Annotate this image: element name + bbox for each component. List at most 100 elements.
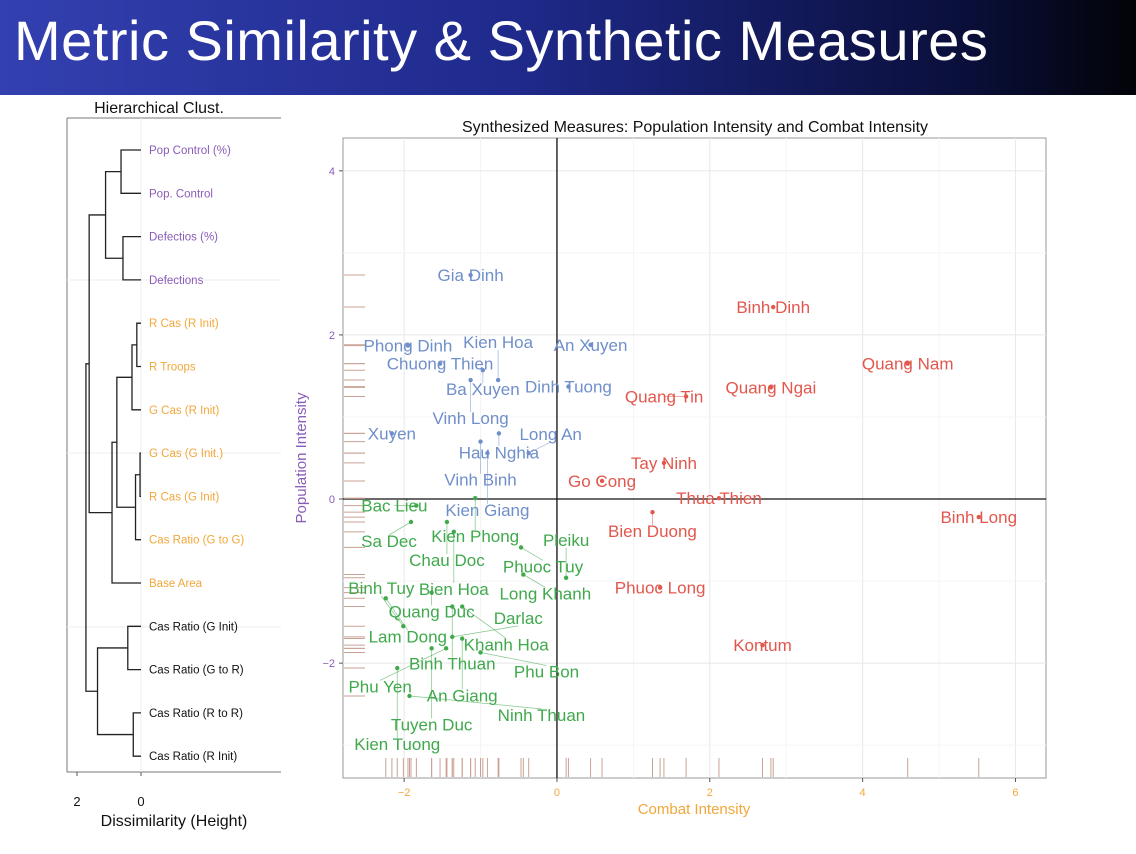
point-label: Phu Yen xyxy=(348,677,411,696)
point-marker xyxy=(661,460,667,466)
dendrogram-leaf-label: Defectios (%) xyxy=(149,232,218,244)
x-tick-label: 6 xyxy=(1012,787,1018,799)
point-label: Khanh Hoa xyxy=(464,636,550,655)
point-label: An Giang xyxy=(427,687,498,706)
point-label: Quang Duc xyxy=(389,603,475,622)
point-label: Chuong Thien xyxy=(387,355,494,374)
dendrogram-leaf-label: Pop Control (%) xyxy=(149,145,231,157)
dendrogram-branch xyxy=(116,376,136,508)
x-tick-label: 0 xyxy=(554,787,560,799)
point-label: Binh Dinh xyxy=(736,298,810,317)
point-label: Quang Nam xyxy=(862,355,954,374)
label-leader-line xyxy=(379,647,447,681)
point-marker xyxy=(407,693,412,699)
point-label: Bien Duong xyxy=(608,522,697,541)
point-marker xyxy=(437,361,443,366)
dendrogram-leaf-label: Cas Ratio (G to G) xyxy=(149,535,244,547)
point-label: Kien Phong xyxy=(431,527,519,546)
plot-panel xyxy=(342,137,1047,779)
point-marker xyxy=(450,604,455,609)
label-leader-line xyxy=(480,652,547,666)
point-label: Tuyen Duc xyxy=(391,715,473,734)
point-marker xyxy=(566,384,571,389)
point-label: Ba Xuyen xyxy=(446,380,520,399)
point-label: Lam Dong xyxy=(369,627,447,646)
dendrogram-leaf-label: R Cas (R Init) xyxy=(149,318,219,330)
dendrogram-chart: Hierarchical Clust. Dissimilarity (Heigh… xyxy=(66,100,281,830)
point-marker xyxy=(460,636,465,641)
point-label: Phuoc Tuy xyxy=(503,557,584,576)
point-marker xyxy=(478,650,483,655)
point-marker xyxy=(395,665,400,671)
point-label: Kien Hoa xyxy=(463,333,533,352)
point-label: Kien Giang xyxy=(445,501,529,520)
point-label: Sa Dec xyxy=(361,532,417,551)
point-label: Binh Thuan xyxy=(409,655,496,674)
point-label: Binh Tuy xyxy=(348,579,415,598)
point-label: Phuoc Long xyxy=(615,579,706,598)
point-marker xyxy=(650,509,655,515)
point-marker xyxy=(771,304,776,310)
point-label: Kontum xyxy=(733,636,792,655)
point-label: Ninh Thuan xyxy=(498,706,586,725)
point-marker xyxy=(521,572,526,577)
point-marker xyxy=(414,503,419,508)
title-banner: Metric Similarity & Synthetic Measures xyxy=(0,0,1136,95)
point-marker xyxy=(429,646,434,651)
dendrogram-leaf-label: Base Area xyxy=(149,578,203,590)
point-marker xyxy=(450,634,455,640)
point-label: Quang Tin xyxy=(625,387,703,406)
dendrogram-branch xyxy=(122,235,141,281)
point-label: Quang Ngai xyxy=(726,378,817,397)
point-marker xyxy=(383,596,388,601)
dendrogram-leaf-label: Cas Ratio (G to R) xyxy=(149,665,244,677)
point-label: Pleiku xyxy=(543,531,589,550)
point-marker xyxy=(480,368,486,373)
point-marker xyxy=(976,514,981,520)
point-marker xyxy=(526,450,531,456)
point-label: Binh Long xyxy=(940,508,1017,527)
point-label: Thua Thien xyxy=(676,489,762,508)
point-marker xyxy=(389,431,395,436)
point-label: Phong Dinh xyxy=(364,337,453,356)
point-marker xyxy=(443,646,449,651)
label-leader-line xyxy=(388,521,412,536)
point-marker xyxy=(444,519,450,525)
point-label: Kien Tuong xyxy=(354,735,440,754)
point-marker xyxy=(496,431,502,436)
point-marker xyxy=(905,361,910,366)
dendrogram-leaf-label: R Troops xyxy=(149,362,196,374)
point-marker xyxy=(472,496,478,501)
dendrogram-leaf-label: G Cas (G Init.) xyxy=(149,448,223,460)
point-label: Gia Dinh xyxy=(438,266,504,285)
dendrogram-leaf-label: G Cas (R Init) xyxy=(149,405,219,417)
x-tick-label: 4 xyxy=(860,787,866,799)
point-marker xyxy=(588,342,593,347)
dendrogram-branch xyxy=(85,363,98,692)
y-tick-label: 0 xyxy=(329,494,335,506)
y-tick-label: −2 xyxy=(322,658,335,670)
point-label: Vinh Binh xyxy=(444,471,516,490)
x-tick-label: 2 xyxy=(707,787,713,799)
y-tick-label: 4 xyxy=(329,166,335,178)
label-leader-line xyxy=(452,625,519,638)
dendrogram-branch xyxy=(104,171,123,259)
point-label: Long Khanh xyxy=(499,585,591,604)
label-leader-line xyxy=(520,547,544,561)
point-label: Phu Bon xyxy=(514,662,579,681)
point-marker xyxy=(760,642,765,648)
point-label: Hau Nghia xyxy=(459,443,540,462)
dendrogram-tick-0: 0 xyxy=(137,794,144,809)
dendrogram-leaf-label: R Cas (G Init) xyxy=(149,491,219,503)
point-label: Tay Ninh xyxy=(631,454,697,473)
point-marker xyxy=(518,545,524,550)
scatter-title: Synthesized Measures: Population Intensi… xyxy=(462,119,928,136)
dendrogram-xlabel: Dissimilarity (Height) xyxy=(101,813,248,830)
scatter-chart: Synthesized Measures: Population Intensi… xyxy=(293,119,1047,818)
point-marker xyxy=(408,519,414,525)
point-label: Long An xyxy=(519,425,581,444)
dendrogram-tick-2: 2 xyxy=(73,794,80,809)
scatter-ylabel: Population Intensity xyxy=(293,392,310,523)
point-label: Dinh Tuong xyxy=(525,378,612,397)
y-tick-label: 2 xyxy=(329,330,335,342)
